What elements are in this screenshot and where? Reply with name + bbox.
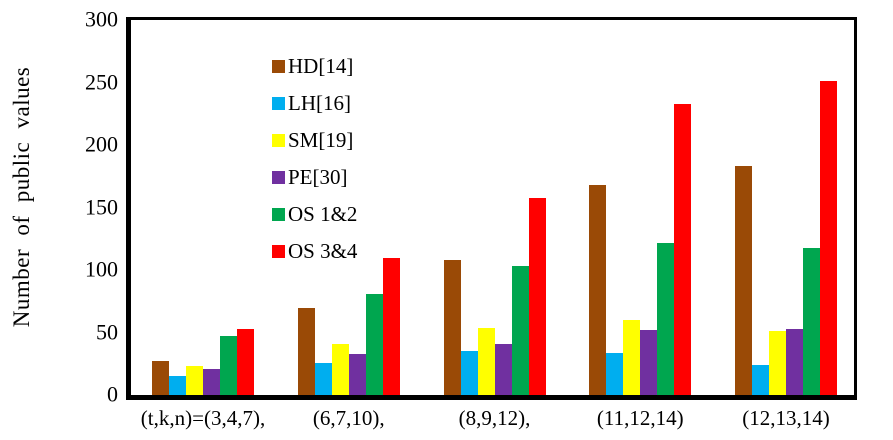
bar-pe-30-group4: [640, 330, 658, 395]
y-tick-label-150: 150: [85, 194, 118, 220]
y-tick-label-250: 250: [85, 69, 118, 95]
bar-hd-14-group4: [589, 185, 607, 395]
bar-pe-30-group3: [494, 343, 512, 395]
bar-hd-14-group2: [297, 307, 315, 395]
bar-os-3-4-group2: [382, 257, 400, 395]
bar-pe-30-group2: [348, 353, 366, 395]
bar-os-1-2-group1: [220, 336, 237, 395]
bar-lh-16-group3: [460, 351, 478, 395]
y-tick-label-200: 200: [85, 131, 118, 157]
bar-hd-14-group5: [735, 166, 752, 395]
bar-os-1-2-group3: [511, 266, 529, 395]
bar-os-1-2-group4: [657, 242, 675, 395]
bar-os-3-4-group3: [528, 197, 546, 395]
x-category-label-1: (t,k,n)=(3,4,7),: [140, 406, 266, 430]
legend-swatch-icon: [272, 170, 285, 184]
bar-os-3-4-group5: [820, 81, 837, 395]
bar-lh-16-group2: [314, 362, 332, 395]
bar-group-5: [735, 81, 837, 395]
bar-hd-14-group1: [152, 361, 169, 395]
bar-sm-19-group1: [186, 366, 203, 395]
bar-lh-16-group4: [606, 352, 624, 395]
legend-item-6: OS 3&4: [272, 239, 357, 263]
bar-group-4: [589, 103, 692, 395]
legend-item-3: SM[19]: [272, 128, 357, 152]
bar-lh-16-group1: [169, 376, 186, 395]
legend-label: PE[30]: [288, 165, 348, 189]
x-category-label-2: (6,7,10),: [312, 406, 385, 430]
legend-item-2: LH[16]: [272, 91, 357, 115]
y-axis-title: Number of public values: [9, 66, 34, 328]
y-tick-label-300: 300: [85, 6, 118, 32]
legend-label: LH[16]: [288, 91, 351, 115]
y-tick-label-50: 50: [96, 319, 118, 345]
bar-os-1-2-group2: [365, 293, 383, 395]
bar-os-1-2-group5: [803, 247, 820, 395]
y-tick-label-100: 100: [85, 256, 118, 282]
legend-swatch-icon: [272, 207, 285, 221]
bar-groups: [131, 20, 854, 395]
bar-hd-14-group3: [443, 260, 461, 395]
bar-os-3-4-group1: [237, 328, 254, 395]
legend-swatch-icon: [272, 59, 285, 73]
plot-area: HD[14] LH[16] SM[19] PE[30] OS 1&2 OS 3&4: [126, 17, 857, 400]
legend-swatch-icon: [272, 133, 285, 147]
bar-group-1: [152, 328, 254, 395]
x-category-label-5: (12,13,14): [742, 406, 830, 430]
bar-sm-19-group3: [477, 327, 495, 395]
legend-item-1: HD[14]: [272, 54, 357, 78]
bar-os-3-4-group4: [674, 103, 692, 395]
legend-label: OS 1&2: [288, 202, 358, 226]
bar-lh-16-group5: [752, 365, 769, 395]
bar-group-3: [443, 197, 546, 395]
legend-label: OS 3&4: [288, 239, 358, 263]
legend-item-5: OS 1&2: [272, 202, 357, 226]
bar-sm-19-group4: [623, 320, 641, 395]
bar-sm-19-group5: [769, 331, 786, 395]
bar-pe-30-group1: [203, 368, 220, 395]
legend-swatch-icon: [272, 96, 285, 110]
legend-label: HD[14]: [288, 54, 354, 78]
legend-item-4: PE[30]: [272, 165, 357, 189]
bar-pe-30-group5: [786, 328, 803, 395]
bar-group-2: [297, 257, 400, 395]
legend-label: SM[19]: [288, 128, 354, 152]
legend: HD[14] LH[16] SM[19] PE[30] OS 1&2 OS 3&4: [272, 54, 357, 263]
bar-sm-19-group2: [331, 343, 349, 395]
x-category-label-4: (11,12,14): [596, 406, 684, 430]
legend-swatch-icon: [272, 244, 285, 258]
y-tick-label-0: 0: [107, 381, 118, 407]
x-category-label-3: (8,9,12),: [458, 406, 531, 430]
